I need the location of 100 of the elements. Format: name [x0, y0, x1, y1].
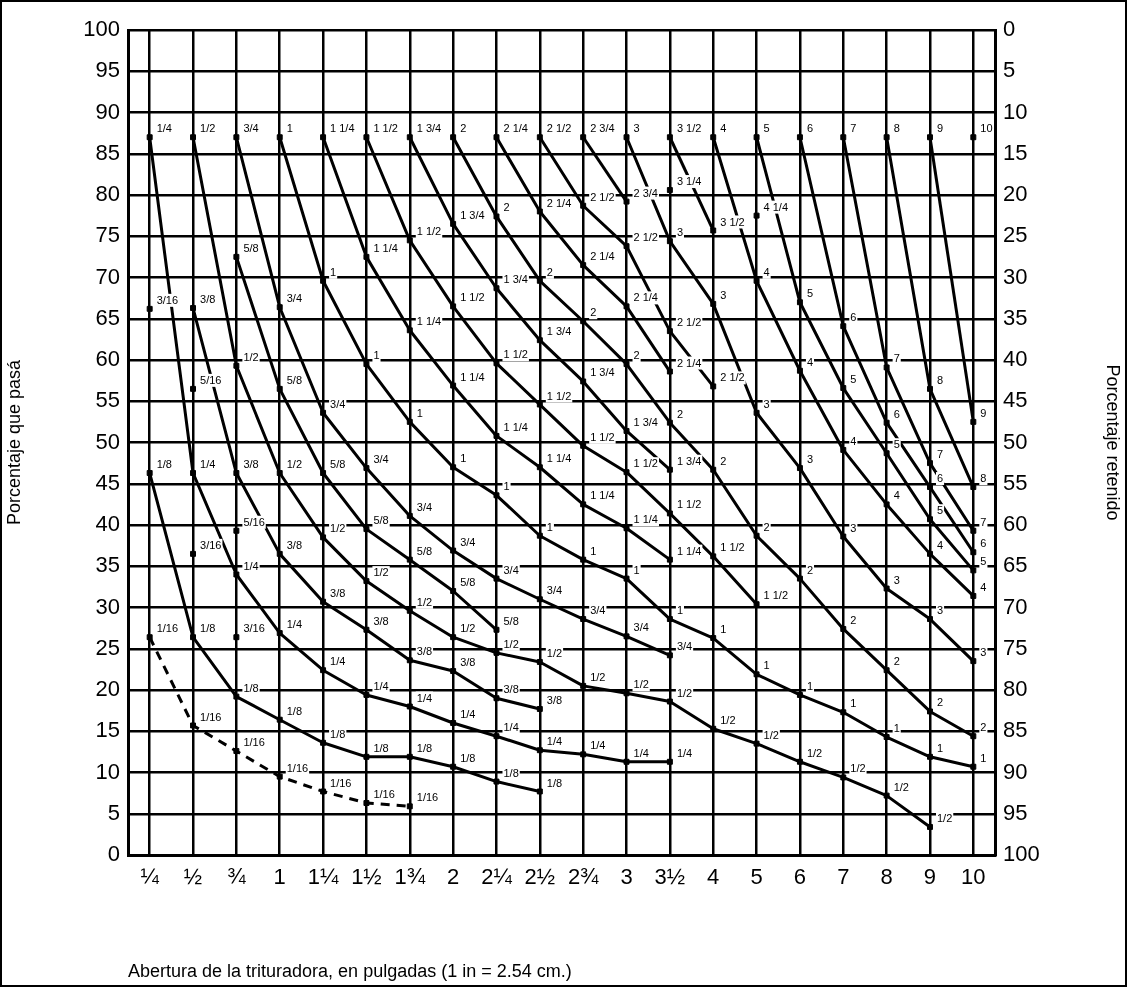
text: 1/4 [676, 746, 693, 759]
text: 1 3/4 [460, 208, 485, 221]
text: 1 3/4 [503, 273, 528, 286]
x-tick-label: 2 [447, 864, 460, 890]
text: 1/4 [546, 735, 563, 748]
text: 5/8 [243, 241, 259, 254]
text: 3/4 [286, 292, 303, 305]
category-label: 8 [980, 472, 987, 485]
text: 2 1/2 [546, 122, 572, 135]
y-tick-label: 15 [95, 717, 120, 743]
text: 3/4 [460, 535, 476, 548]
category-label: 9 [980, 406, 987, 419]
y-tick-label: 80 [95, 181, 120, 207]
text: 1 [286, 122, 293, 135]
text: 1 1/2 [503, 348, 528, 361]
text: 1 3/4 [633, 415, 658, 428]
y-tick-label: 50 [95, 428, 120, 454]
text: 1/2 [720, 713, 736, 726]
y2-tick-label: 50 [1003, 428, 1028, 454]
text: 1/8 [330, 727, 346, 740]
category-label: 7 [980, 515, 987, 528]
text: 1 1/2 [633, 457, 658, 470]
category-label: 1 [980, 751, 987, 764]
text: 1/8 [286, 704, 303, 717]
y2-tick-label: 40 [1003, 346, 1028, 372]
series-label: 5 [806, 287, 814, 300]
text: 1/2 [763, 728, 779, 741]
category-label: 1 [763, 659, 770, 672]
y2-tick-label: 95 [1003, 799, 1028, 825]
text: 5/8 [286, 373, 303, 386]
text: 1/4 [503, 721, 519, 734]
text: 5/16 [243, 515, 265, 528]
text: 1/2 [850, 762, 866, 775]
text: 1 1/4 [676, 544, 702, 557]
text: 3/4 [676, 640, 693, 653]
category-label: 1 [460, 452, 467, 465]
series-label: 10 [980, 122, 993, 135]
series-label: 1 1/2 [416, 225, 442, 238]
series-label: 3 [806, 453, 814, 466]
text: 1/8 [243, 681, 259, 694]
y-tick-label: 95 [95, 57, 120, 83]
text: 1 1/2 [590, 430, 615, 443]
text: 7 [850, 122, 857, 135]
y-tick-label: 25 [95, 634, 120, 660]
category-label: 1 [850, 697, 857, 710]
y2-tick-label: 55 [1003, 469, 1028, 495]
text: 1/4 [590, 739, 606, 752]
x-tick-label: 9 [923, 864, 937, 890]
category-label: 1 [893, 722, 900, 735]
category-label: 1 [373, 349, 380, 362]
text: 2 1/2 [676, 316, 702, 329]
series-label: 1 1/4 [590, 489, 615, 502]
category-label: 4 [893, 489, 900, 502]
y2-tick-label: 75 [1003, 634, 1028, 660]
series-label: 4 1/4 [763, 200, 789, 213]
text: 1/8 [460, 751, 476, 764]
x-tick-label: 3 [620, 864, 633, 890]
text: 3/8 [460, 656, 476, 669]
text: 2 1/2 [720, 371, 745, 384]
category-label: 1 [633, 563, 640, 576]
y-tick-label: 20 [95, 676, 120, 702]
category-label: 2 [980, 721, 987, 734]
text: 1 1/4 [330, 122, 355, 135]
category-label: 3 [850, 521, 857, 534]
text: 5/8 [373, 514, 389, 527]
series-label: 5/16 [200, 373, 222, 386]
x-tick-label: ½ [183, 864, 203, 890]
text: 1/4 [243, 559, 259, 572]
series-label: 3/8 [200, 293, 216, 306]
x-tick-label: 4 [707, 864, 720, 890]
category-label: 1 [806, 679, 814, 692]
category-label: 1 [503, 480, 510, 493]
text: 1 1/2 [676, 498, 702, 511]
text: 3/8 [503, 683, 519, 696]
text: 2 3/4 [633, 186, 658, 199]
text: 3/8 [373, 614, 389, 627]
y-tick-label: 10 [95, 758, 120, 784]
text: 1 3/4 [590, 366, 615, 379]
category-label: 6 [936, 472, 944, 485]
text: 4 [720, 122, 727, 135]
text: 8 [893, 122, 900, 135]
category-label: 1 [546, 520, 553, 533]
text: 3/4 [243, 122, 259, 135]
x-tick-label: 1¼ [307, 864, 340, 890]
y2-tick-label: 100 [1003, 841, 1040, 867]
text: 1/2 [243, 350, 259, 363]
series-label: 3/16 [200, 538, 222, 551]
text: 3/4 [330, 397, 346, 410]
text: 1/2 [416, 595, 433, 608]
y2-tick-label: 45 [1003, 387, 1028, 413]
y-tick-label: 5 [107, 799, 120, 825]
text: 1/8 [546, 776, 563, 789]
text: 1/2 [936, 811, 953, 824]
series-label: 1 3/4 [416, 122, 442, 135]
y2-tick-label: 10 [1003, 98, 1028, 124]
x-tick-label: 2¾ [567, 864, 600, 890]
series-label: 2 1/2 [590, 190, 615, 203]
text: 1/4 [416, 691, 433, 704]
y-tick-label: 85 [95, 139, 120, 165]
y-axis-title: Porcentaje que pasá [3, 358, 24, 526]
